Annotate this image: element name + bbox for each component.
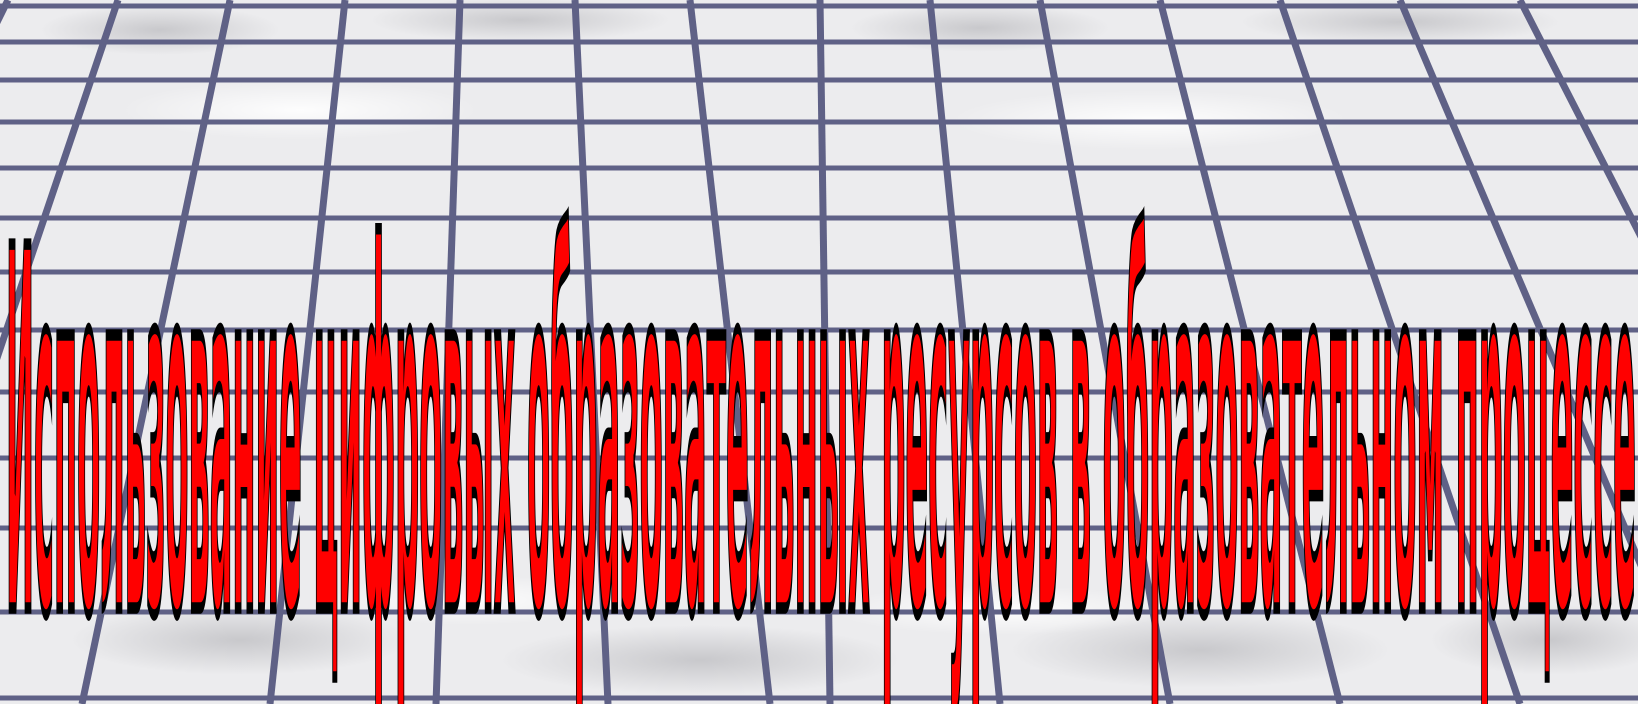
slide-title: Использование цифровых образовательных р… xyxy=(6,145,1636,704)
